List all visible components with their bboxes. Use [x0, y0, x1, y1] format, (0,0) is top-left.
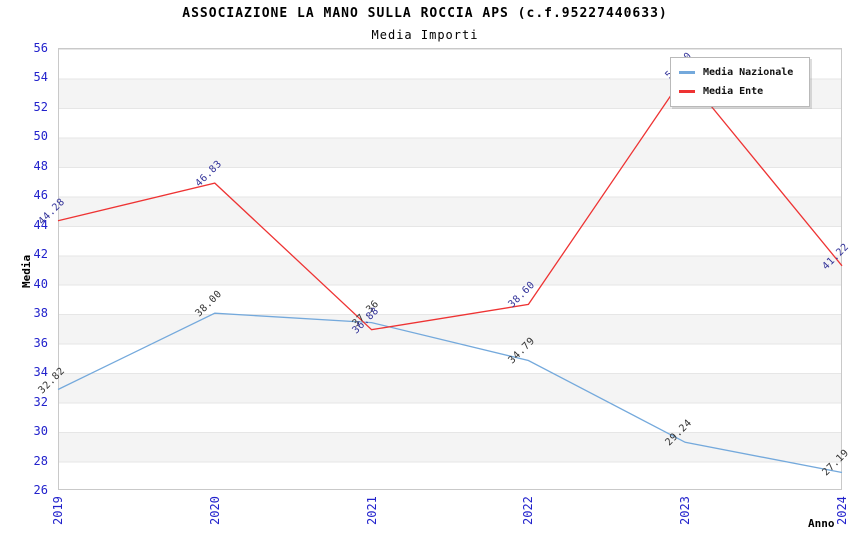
- y-tick-label: 32: [33, 394, 48, 409]
- legend-item: Media Nazionale: [679, 63, 801, 82]
- x-tick-label: 2024: [835, 496, 849, 525]
- legend-label: Media Ente: [703, 86, 764, 97]
- y-tick-label: 28: [33, 453, 48, 468]
- y-tick-label: 54: [33, 70, 48, 85]
- plot-area: [58, 48, 842, 490]
- y-tick-label: 50: [33, 129, 48, 144]
- legend-box: Media Nazionale Media Ente: [670, 57, 810, 107]
- series-lines: [57, 73, 843, 474]
- chart-title: ASSOCIAZIONE LA MANO SULLA ROCCIA APS (c…: [182, 6, 668, 21]
- x-tick-label: 2023: [678, 496, 693, 525]
- y-tick-label: 48: [33, 158, 48, 173]
- x-axis-title: Anno: [808, 517, 835, 530]
- x-tick-label: 2022: [521, 496, 536, 525]
- y-tick-label: 46: [33, 188, 48, 203]
- y-tick-label: 56: [33, 41, 48, 55]
- x-tick-label: 2020: [207, 496, 222, 525]
- y-tick-label: 26: [33, 483, 48, 497]
- y-tick-label: 30: [33, 424, 48, 439]
- legend-swatch-icon: [679, 90, 695, 93]
- legend-label: Media Nazionale: [703, 67, 794, 78]
- series-line-media-ente: [57, 73, 843, 331]
- x-tick-label: 2021: [364, 496, 379, 525]
- y-tick-label: 34: [33, 365, 48, 380]
- y-tick-label: 38: [33, 306, 48, 321]
- y-tick-label: 52: [33, 99, 48, 114]
- y-axis-title: Media: [20, 254, 33, 288]
- legend-swatch-icon: [679, 71, 695, 74]
- chart-subtitle: Media Importi: [371, 28, 479, 42]
- series-line-media-nazionale: [57, 312, 843, 474]
- y-tick-label: 42: [33, 247, 48, 262]
- y-tick-label: 40: [33, 276, 48, 291]
- y-tick-label: 36: [33, 335, 48, 350]
- legend-item: Media Ente: [679, 82, 801, 101]
- x-tick-label: 2019: [51, 496, 65, 525]
- y-tick-label: 44: [33, 217, 48, 232]
